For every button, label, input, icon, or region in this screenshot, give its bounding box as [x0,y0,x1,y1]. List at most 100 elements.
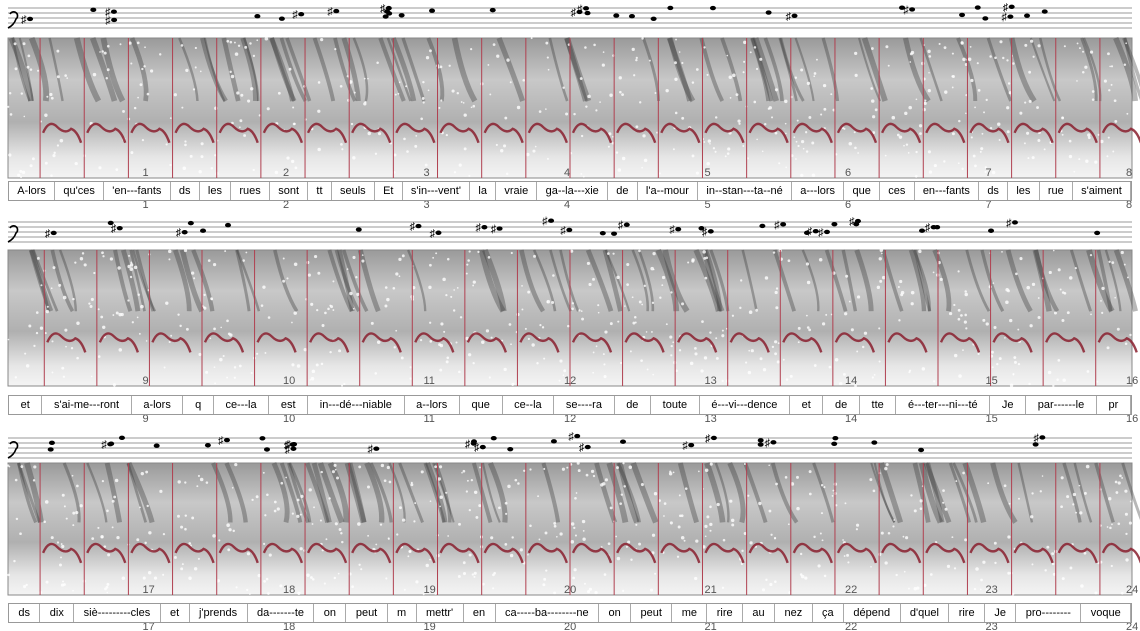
noise-dot [291,363,295,367]
lyric-syllable: dépend [844,604,901,622]
noise-dot [137,96,139,99]
noise-dot [485,329,490,333]
formant-streak [279,462,303,523]
noise-dot [51,371,54,374]
formant-streak [549,249,572,312]
noise-dot [813,75,816,78]
note-head [613,13,620,18]
note-head [583,6,590,11]
noise-dot [742,145,745,147]
lyric-syllable: les [1008,182,1040,200]
noise-dot [991,170,996,175]
noise-dot [764,276,769,280]
noise-dot [743,532,747,535]
noise-dot [1120,592,1124,595]
noise-dot [870,565,872,568]
noise-dot [1041,475,1044,477]
noise-dot [529,468,532,471]
noise-dot [703,46,706,49]
noise-dot [1031,156,1035,160]
noise-dot [348,80,353,84]
noise-dot [628,465,633,469]
noise-dot [44,113,48,117]
noise-dot [317,271,321,275]
noise-dot [59,138,64,143]
note-head [791,13,798,18]
formant-streak [135,249,155,312]
noise-dot [1032,55,1035,58]
noise-dot [328,497,331,500]
noise-dot [79,257,84,261]
noise-dot [20,176,23,179]
noise-dot [62,295,67,300]
noise-dot [1001,250,1003,253]
note-head [759,223,766,229]
noise-dot [748,310,753,314]
formant-streak [870,462,896,523]
time-marker: 20 [564,584,576,596]
noise-dot [194,66,197,69]
noise-dot [70,347,74,350]
noise-dot [238,364,242,368]
formant-streak [948,462,972,523]
noise-dot [820,484,824,487]
noise-dot [914,174,918,178]
note-head [507,446,514,452]
noise-dot [918,249,922,254]
noise-dot [938,42,941,45]
noise-dot [1074,267,1077,270]
noise-dot [951,132,955,136]
noise-dot [813,364,817,367]
noise-dot [577,469,581,473]
noise-dot [1124,342,1128,345]
noise-dot [72,524,75,527]
noise-dot [1037,139,1041,142]
lyric-syllable: que [844,182,881,200]
noise-dot [1085,159,1089,163]
noise-dot [202,306,206,309]
noise-dot [545,569,548,572]
formant-streak [126,461,155,524]
noise-dot [910,494,913,497]
noise-dot [572,576,576,580]
formant-streak [704,462,726,523]
noise-dot [808,328,812,332]
noise-dot [429,500,432,503]
noise-dot [943,46,947,50]
noise-dot [333,463,337,467]
noise-dot [133,265,138,270]
note-head [373,446,380,451]
note-head [1007,14,1014,19]
note-head [899,5,906,10]
time-marker: 23 [986,621,998,631]
noise-dot [790,482,795,486]
noise-dot [317,81,321,84]
noise-dot [1068,276,1073,280]
noise-dot [797,341,800,344]
formant-streak [763,37,784,102]
noise-dot [1126,112,1129,115]
noise-dot [551,300,555,304]
note-head [620,439,627,444]
noise-dot [848,300,851,303]
note-head [919,228,926,233]
note-head [1039,435,1046,440]
noise-dot [83,263,87,267]
noise-dot [553,522,557,525]
noise-dot [445,360,449,364]
noise-dot [712,377,716,381]
noise-dot [529,524,532,528]
noise-dot [603,363,606,366]
noise-dot [376,340,381,345]
noise-dot [184,140,187,143]
note-head [757,442,764,447]
noise-dot [756,138,758,141]
noise-dot [680,536,685,540]
note-head [415,223,422,229]
noise-dot [574,534,578,537]
noise-dot [386,297,390,302]
noise-dot [226,523,230,527]
noise-dot [884,154,887,157]
noise-dot [729,499,733,503]
noise-dot [107,553,111,557]
